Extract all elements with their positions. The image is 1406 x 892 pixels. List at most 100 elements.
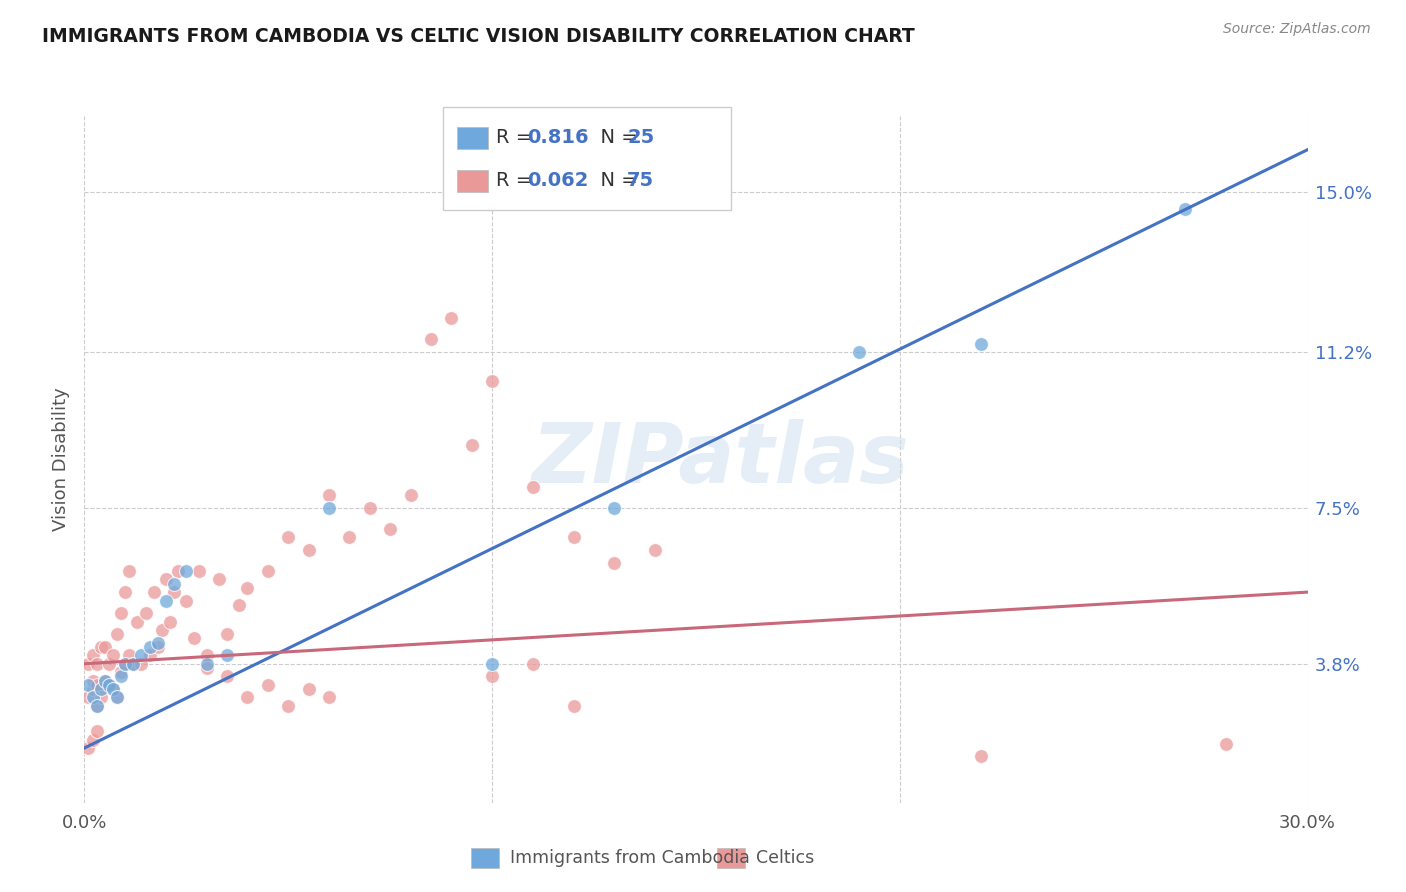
Point (522, 657, 544, 671)
Point (236, 690, 259, 705)
Point (110, 669, 132, 683)
Point (298, 543, 321, 558)
Point (603, 500, 626, 515)
Point (114, 657, 136, 671)
Point (167, 564, 190, 578)
Point (77, 741, 100, 756)
Point (93, 640, 115, 654)
Point (644, 543, 666, 558)
Point (105, 690, 128, 705)
Point (217, 627, 239, 641)
Point (146, 640, 169, 654)
Point (1215, 737, 1237, 751)
Point (150, 623, 173, 637)
Point (86, 678, 108, 692)
Point (131, 648, 153, 663)
Text: N =: N = (588, 128, 644, 147)
Point (208, 573, 231, 587)
Point (217, 669, 239, 683)
Point (86, 724, 108, 739)
Point (93, 673, 115, 688)
Point (77, 690, 100, 705)
Point (155, 573, 177, 587)
Point (97, 678, 120, 692)
Point (318, 488, 340, 502)
Point (298, 681, 321, 696)
Point (101, 648, 124, 663)
Point (127, 615, 149, 629)
Point (82, 690, 104, 705)
Point (228, 598, 250, 612)
Point (163, 576, 186, 591)
Text: 0.062: 0.062 (527, 171, 589, 190)
Point (522, 480, 544, 494)
Point (82, 648, 104, 663)
Text: R =: R = (496, 171, 538, 190)
Point (277, 530, 299, 544)
Point (359, 500, 381, 515)
Y-axis label: Vision Disability: Vision Disability (52, 387, 70, 532)
Text: Source: ZipAtlas.com: Source: ZipAtlas.com (1223, 22, 1371, 37)
Point (1174, 202, 1197, 216)
Point (318, 690, 340, 705)
Point (155, 593, 177, 607)
Point (105, 627, 128, 641)
Point (187, 564, 209, 578)
Point (90, 640, 112, 654)
Point (399, 488, 422, 502)
Point (97, 678, 120, 692)
Point (562, 530, 585, 544)
Point (174, 564, 197, 578)
Point (110, 665, 132, 680)
Point (163, 585, 186, 599)
Point (97, 657, 120, 671)
Point (82, 681, 104, 696)
Point (970, 749, 993, 764)
Point (257, 564, 280, 578)
Point (138, 640, 160, 654)
Point (118, 648, 141, 663)
Point (318, 500, 340, 515)
Text: R =: R = (496, 128, 538, 147)
Point (195, 661, 218, 675)
Text: Celtics: Celtics (756, 849, 814, 867)
Text: Immigrants from Cambodia: Immigrants from Cambodia (510, 849, 751, 867)
Point (86, 698, 108, 713)
Point (159, 615, 181, 629)
Point (101, 681, 124, 696)
Point (440, 311, 463, 326)
Point (481, 375, 503, 389)
Point (970, 336, 993, 351)
Text: 0.816: 0.816 (527, 128, 589, 147)
Point (82, 732, 104, 747)
Point (848, 345, 870, 359)
Point (603, 556, 626, 570)
Point (114, 585, 136, 599)
Point (138, 648, 160, 663)
Point (380, 522, 402, 536)
Point (183, 632, 205, 646)
Point (277, 698, 299, 713)
Point (90, 690, 112, 705)
Point (195, 657, 218, 671)
Point (101, 681, 124, 696)
Point (77, 657, 100, 671)
Point (118, 564, 141, 578)
Point (481, 657, 503, 671)
Point (131, 657, 153, 671)
Point (86, 657, 108, 671)
Text: ZIPatlas: ZIPatlas (531, 419, 910, 500)
Point (217, 648, 239, 663)
Point (142, 585, 165, 599)
Text: IMMIGRANTS FROM CAMBODIA VS CELTIC VISION DISABILITY CORRELATION CHART: IMMIGRANTS FROM CAMBODIA VS CELTIC VISIO… (42, 27, 915, 45)
Point (122, 657, 145, 671)
Point (174, 593, 197, 607)
Point (562, 698, 585, 713)
Point (420, 332, 443, 346)
Text: N =: N = (588, 171, 644, 190)
Point (86, 698, 108, 713)
Text: 25: 25 (627, 128, 654, 147)
Point (339, 530, 361, 544)
Point (77, 678, 100, 692)
Point (135, 606, 157, 620)
